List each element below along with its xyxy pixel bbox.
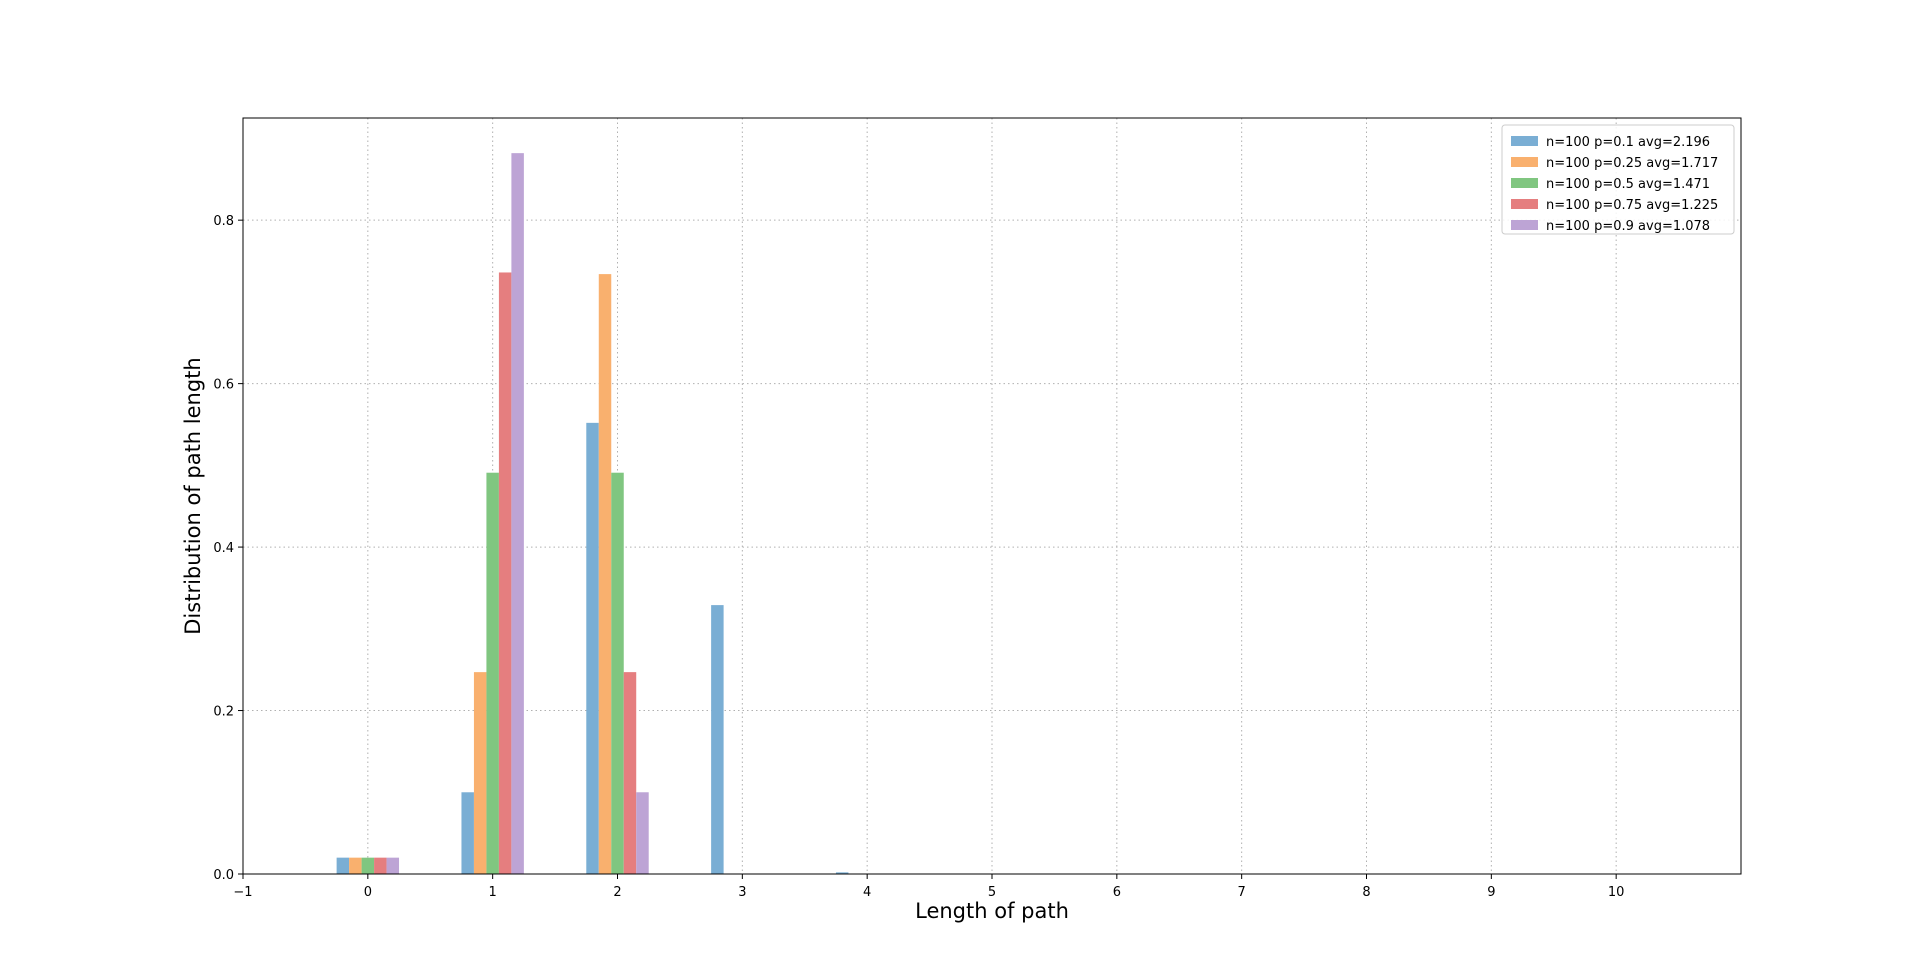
bar	[361, 857, 375, 874]
legend-swatch	[1511, 178, 1538, 188]
bar	[498, 272, 512, 874]
y-tick-label: 0.2	[213, 705, 234, 720]
legend-swatch	[1511, 220, 1538, 230]
x-axis-label: Length of path	[915, 899, 1069, 923]
bar	[336, 857, 350, 874]
legend-entry: n=100 p=0.9 avg=1.078	[1546, 219, 1710, 234]
legend-entry: n=100 p=0.75 avg=1.225	[1546, 198, 1718, 213]
x-tick-label: 7	[1238, 885, 1246, 900]
bars-group	[336, 153, 849, 875]
bar	[636, 792, 649, 874]
legend-entry: n=100 p=0.25 avg=1.717	[1546, 156, 1718, 171]
x-tick-label: 8	[1362, 885, 1370, 900]
x-tick-label: 9	[1487, 885, 1495, 900]
y-tick-label: 0.0	[213, 868, 234, 883]
bar	[486, 472, 499, 874]
bar	[623, 672, 637, 874]
bar	[374, 857, 387, 874]
x-tick-label: 10	[1608, 885, 1625, 900]
legend-swatch	[1511, 199, 1538, 209]
x-tick-label: 1	[489, 885, 497, 900]
bar	[473, 672, 487, 874]
x-tick-label: 4	[863, 885, 871, 900]
x-tick-label: −1	[233, 885, 252, 900]
legend-swatch	[1511, 136, 1538, 146]
bar	[511, 153, 524, 874]
legend: n=100 p=0.1 avg=2.196 n=100 p=0.25 avg=1.…	[1501, 124, 1735, 235]
y-tick-label: 0.6	[213, 378, 234, 393]
bar	[386, 857, 400, 874]
grid-lines	[243, 118, 1741, 874]
x-tick-label: 6	[1113, 885, 1121, 900]
bar	[586, 422, 599, 874]
legend-swatch	[1511, 157, 1538, 167]
legend-box	[1501, 124, 1735, 235]
bar	[835, 872, 849, 874]
x-tick-label: 5	[988, 885, 996, 900]
bar	[711, 605, 724, 874]
y-tick-label: 0.4	[213, 541, 234, 556]
axis-ticks: −1 0 1 2 3 4 5 6 7 8 9 10 0.0 0.2 0.4 0.6 0.8	[213, 214, 1624, 900]
bar	[461, 792, 474, 874]
bar	[611, 472, 624, 874]
x-tick-label: 0	[364, 885, 372, 900]
y-axis-label: Distribution of path length	[181, 357, 205, 634]
y-tick-label: 0.8	[213, 214, 234, 229]
x-tick-label: 3	[738, 885, 746, 900]
bar	[349, 857, 362, 874]
legend-entry: n=100 p=0.5 avg=1.471	[1546, 177, 1710, 192]
legend-entry: n=100 p=0.1 avg=2.196	[1546, 135, 1710, 150]
bar	[598, 274, 612, 875]
x-tick-label: 2	[613, 885, 621, 900]
